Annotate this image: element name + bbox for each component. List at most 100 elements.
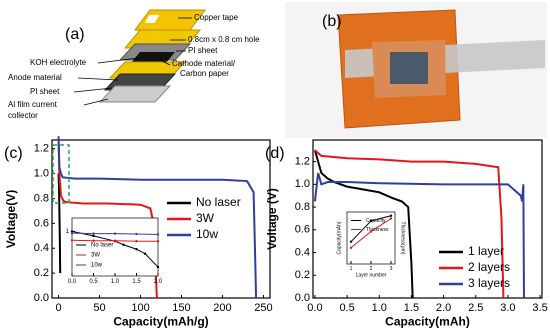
diagram-label: collector (8, 111, 38, 120)
y-tick-label: 0.4 (34, 242, 49, 254)
y-tick-label: 0.0 (34, 292, 49, 304)
y-axis-label: Voltage(V) (4, 190, 18, 248)
y-tick-label: 0.8 (34, 192, 49, 204)
diagram-label: KOH electrolyte (30, 58, 87, 67)
marker-shape (135, 232, 138, 236)
y-tick-label: 0.6 (295, 224, 310, 236)
x-tick-label: 1.5 (132, 279, 141, 285)
diagram-label: PI sheet (188, 46, 218, 55)
x-tick-label: 3.0 (500, 302, 515, 314)
marker-shape (349, 240, 353, 243)
y-tick-label: 0.8 (295, 201, 310, 213)
legend-label: Thickness (366, 227, 389, 233)
marker-shape (369, 230, 373, 233)
marker-shape (113, 239, 117, 242)
x-axis-label: Layer number (356, 272, 387, 278)
series-line (314, 149, 505, 299)
panel-label: (a) (65, 26, 85, 43)
marker-shape (349, 246, 353, 249)
legend-label: 1 layer (468, 244, 504, 258)
series-line (313, 172, 525, 299)
x-tick-label: 1.0 (111, 279, 120, 285)
x-tick-label: 3 (390, 266, 393, 272)
marker-shape (122, 243, 125, 246)
diagram-label: Carbon paper (180, 69, 229, 78)
device-photo (285, 2, 547, 138)
x-axis-label: Capacity(mAh/g) (113, 314, 208, 328)
panel-label: (b) (322, 13, 342, 30)
zoom-box (52, 144, 70, 204)
legend-label: 3W (91, 253, 100, 259)
diagram-label: Copper tape (194, 13, 239, 22)
legend-label: 10w (196, 227, 218, 241)
y-tick-label: 0.2 (34, 267, 49, 279)
legend-label: 3 layers (468, 276, 510, 290)
panel-label: (c) (4, 145, 23, 162)
x-tick-label: 3.5 (532, 302, 547, 314)
x-tick-label: 2.0 (436, 302, 451, 314)
y-tick-label: 1 (66, 229, 70, 235)
x-tick-label: 1.5 (404, 302, 419, 314)
legend-label: 2 layers (468, 260, 510, 274)
y-tick-label: 1.2 (34, 143, 49, 155)
marker-shape (156, 233, 160, 236)
x-tick-label: 250 (254, 302, 272, 314)
x-tick-label: 2 (370, 266, 373, 272)
series-line (57, 173, 62, 274)
x-tick-label: 150 (172, 302, 190, 314)
x-tick-label: 0.0 (68, 279, 77, 285)
y-tick-label: 1.0 (295, 178, 310, 190)
marker-shape (113, 232, 117, 235)
panel-label: (d) (265, 145, 285, 162)
x-axis-label: Capacity(mAh) (385, 314, 470, 328)
x-tick-label: 2.0 (154, 279, 163, 285)
y-tick-label: 0.0 (295, 292, 310, 304)
marker-shape (135, 248, 138, 251)
series-line (57, 136, 258, 299)
marker-shape (369, 219, 373, 223)
y-tick-label: 1.0 (34, 167, 49, 179)
x-tick-label: 0.5 (89, 279, 98, 285)
legend-label: 3W (196, 211, 215, 225)
y-tick-label: 1.2 (295, 156, 310, 168)
y-tick-label: 0.4 (295, 246, 310, 258)
marker-shape (70, 239, 74, 242)
x-tick-label: 0.0 (307, 302, 322, 314)
y-tick-label: 0.2 (295, 269, 310, 281)
marker-shape (135, 240, 138, 243)
marker-shape (156, 240, 160, 243)
diagram-label: PI sheet (30, 87, 60, 96)
legend-label: 10w (91, 263, 103, 269)
y-axis-label: Voltage (V) (265, 188, 279, 250)
series-line (313, 149, 414, 299)
marker-shape (389, 217, 393, 220)
x-tick-label: 100 (131, 302, 149, 314)
legend-label: No laser (91, 243, 113, 249)
diagram-label: Al film current (8, 100, 58, 109)
marker-shape (92, 234, 95, 238)
marker-shape (92, 232, 95, 235)
x-tick-label: 2.5 (468, 302, 483, 314)
x-tick-label: 50 (93, 302, 105, 314)
marker-shape (92, 239, 95, 242)
legend-label: No laser (196, 195, 241, 209)
marker-shape (389, 214, 393, 217)
device-diagram (73, 9, 206, 106)
diagram-label: Cathode material/ (172, 59, 236, 68)
marker-shape (70, 230, 74, 233)
diagram-label: 0.8cm x 0.8 cm hole (188, 35, 260, 44)
x-tick-label: 0.5 (339, 302, 354, 314)
marker-shape (156, 265, 160, 269)
y2-axis-label: Thickness(μm) (400, 222, 406, 255)
marker-shape (70, 231, 74, 235)
legend-label: Capacity (366, 218, 386, 224)
y-axis-label: Capacity(mAh) (336, 221, 342, 254)
plot-frame (71, 217, 159, 277)
diagram-label: Anode material (8, 73, 62, 82)
x-tick-label: 1.0 (372, 302, 387, 314)
x-tick-label: 1 (350, 266, 353, 272)
marker-shape (143, 252, 147, 255)
x-tick-label: 200 (213, 302, 231, 314)
x-tick-label: 0 (55, 302, 61, 314)
